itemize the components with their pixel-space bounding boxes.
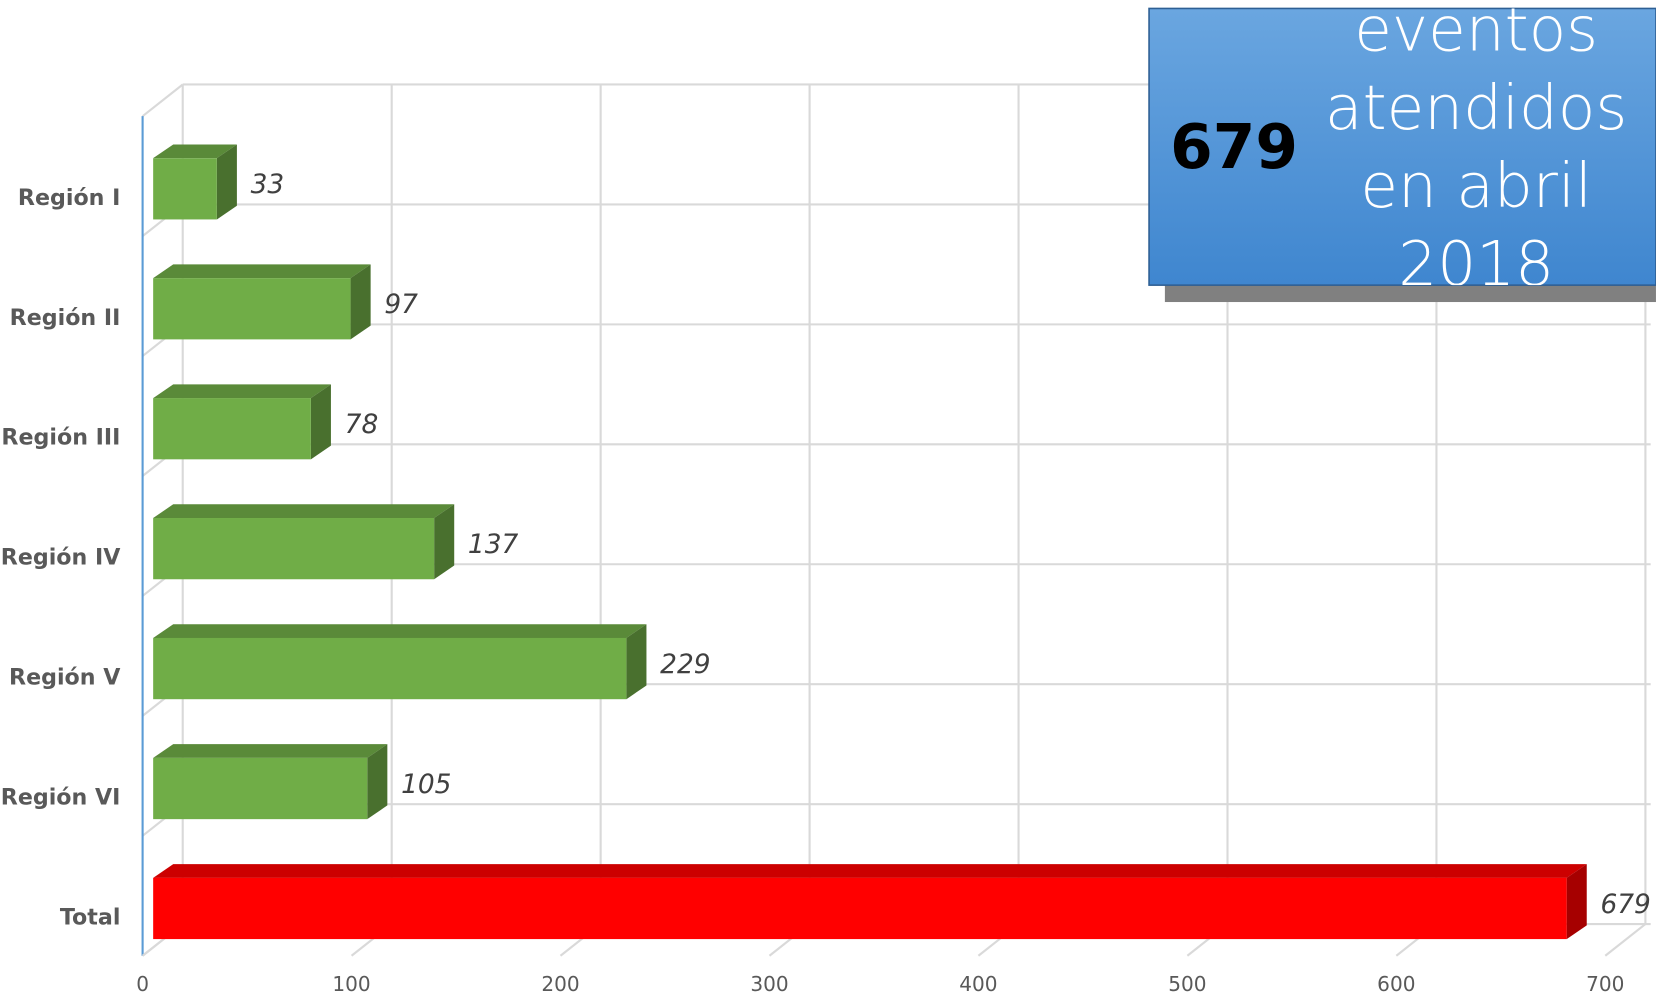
bar <box>153 158 217 220</box>
y-tick-label: Región VI <box>1 785 121 811</box>
value-label: 137 <box>468 529 519 560</box>
y-tick-label: Región I <box>18 185 121 211</box>
x-tick-label: 0 <box>136 972 149 996</box>
bar-top <box>153 624 647 638</box>
y-tick-label: Región II <box>10 305 121 331</box>
bar-side <box>1566 864 1587 940</box>
bar <box>153 757 368 820</box>
bar <box>153 278 351 340</box>
bar-side <box>310 384 331 460</box>
bar-top <box>153 864 1587 878</box>
callout-text: 679 eventos atendidos en abril 2018 <box>1149 8 1656 285</box>
value-label: 105 <box>401 769 451 800</box>
value-label: 679 <box>1600 889 1650 920</box>
bar-top <box>153 504 455 519</box>
bar-top <box>153 384 331 399</box>
value-label: 78 <box>345 409 379 440</box>
bar-top <box>153 744 388 758</box>
bar-top <box>153 264 371 279</box>
callout-box <box>1148 7 1656 286</box>
x-tick-label: 100 <box>332 972 370 996</box>
bar-top <box>153 144 237 159</box>
value-label: 229 <box>660 649 710 680</box>
x-tick-label: 500 <box>1168 972 1206 996</box>
bar-side <box>367 744 388 820</box>
callout: 679 eventos atendidos en abril 2018 <box>1149 8 1656 285</box>
callout-caption: eventos atendidos en abril 2018 <box>1325 8 1628 286</box>
y-tick-label: Región IV <box>1 545 121 571</box>
x-tick-label: 700 <box>1586 972 1624 996</box>
y-tick-label: Total <box>60 904 121 930</box>
value-label: 97 <box>384 289 418 320</box>
bar-side <box>350 264 371 340</box>
wall-line <box>141 83 184 117</box>
bar-side <box>434 504 455 580</box>
bar <box>153 518 435 580</box>
x-tick-label: 600 <box>1377 972 1415 996</box>
value-label: 33 <box>251 169 285 200</box>
bar-side <box>626 624 647 700</box>
bar-side <box>216 144 237 220</box>
x-tick-label: 300 <box>750 972 788 996</box>
x-tick-label: 200 <box>541 972 579 996</box>
y-tick-label: Región III <box>1 425 120 451</box>
bar <box>153 877 1567 940</box>
y-tick-label: Región V <box>9 665 121 691</box>
callout-number: 679 <box>1170 110 1299 183</box>
bar <box>153 637 627 700</box>
x-tick-label: 400 <box>959 972 997 996</box>
floor-line <box>1604 923 1647 957</box>
bar <box>153 398 311 460</box>
